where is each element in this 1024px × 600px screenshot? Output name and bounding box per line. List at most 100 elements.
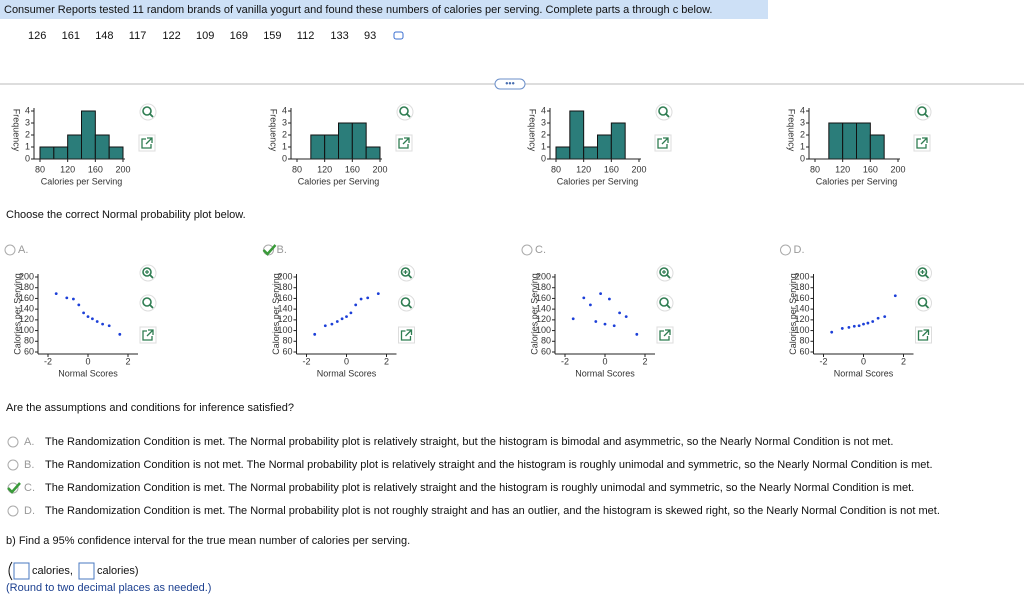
export-icon (657, 137, 669, 149)
point (118, 332, 122, 336)
y-tick-label: 140 (536, 304, 551, 314)
y-tick-label: 60 (541, 346, 551, 356)
zoom-handle (666, 274, 671, 279)
x-axis-label: Normal Scores (317, 368, 377, 378)
x-tick-label: 160 (345, 164, 360, 174)
x-tick-label: 80 (292, 164, 302, 174)
radio[interactable] (521, 244, 533, 256)
radio[interactable] (4, 244, 16, 256)
x-tick-label: -2 (561, 356, 569, 366)
unit-low: calories, (32, 565, 73, 577)
option-label: B. (277, 244, 287, 256)
expand-button[interactable] (494, 78, 526, 90)
data-value: 159 (263, 30, 281, 42)
histogram-bar (324, 134, 339, 160)
histogram-bar (856, 122, 871, 160)
x-tick-label: 200 (372, 164, 387, 174)
x-axis-label: Normal Scores (834, 368, 894, 378)
answer-text: The Randomization Condition is met. The … (45, 505, 940, 517)
y-tick-label: 3 (541, 117, 546, 127)
histogram-bar (869, 134, 885, 160)
zoom-handle (407, 274, 413, 279)
point (72, 297, 75, 301)
x-tick-label: 80 (551, 164, 561, 174)
y-tick-label: 100 (19, 325, 34, 335)
export-icon (916, 137, 928, 149)
input-high[interactable] (78, 562, 95, 580)
radio[interactable] (780, 244, 791, 256)
zoom-lens (659, 297, 669, 307)
copy-icon[interactable] (393, 31, 404, 40)
point (635, 332, 639, 336)
histogram-bar (610, 122, 626, 160)
y-tick-label: 140 (277, 304, 292, 314)
option-label: D. (794, 244, 805, 256)
y-tick-label: 80 (24, 336, 34, 346)
answer-letter: D. (24, 505, 35, 517)
point (313, 332, 317, 336)
y-tick-label: 4 (800, 105, 805, 115)
point (77, 303, 81, 307)
x-axis-label: Calories per Serving (816, 176, 898, 186)
y-tick-label: 60 (282, 346, 292, 356)
y-tick-label: 0 (282, 153, 287, 163)
y-axis-label: Calories per Serving (271, 273, 281, 355)
y-tick-label: 3 (282, 117, 287, 127)
zoom-handle (406, 113, 411, 118)
x-axis-label: Calories per Serving (557, 176, 639, 186)
radio[interactable] (7, 436, 19, 448)
zoom-lens (142, 267, 152, 277)
point (349, 311, 353, 315)
zoom-lens (399, 106, 409, 116)
histogram-bar (583, 146, 599, 160)
radio[interactable] (7, 505, 19, 517)
data-value: 161 (62, 30, 80, 42)
y-axis-label: Frequency (12, 109, 22, 152)
option-label: A. (18, 244, 28, 256)
x-tick-label: 2 (384, 356, 389, 366)
zoom-lens (142, 297, 152, 307)
highlight (0, 0, 768, 19)
input-low[interactable] (13, 562, 30, 580)
histogram-bar (365, 146, 381, 160)
y-axis-label: Frequency (528, 109, 538, 152)
x-tick-label: 120 (835, 164, 850, 174)
x-tick-label: -2 (44, 356, 52, 366)
y-tick-label: 80 (282, 336, 292, 346)
y-axis-label: Calories per Serving (12, 273, 22, 355)
point (323, 324, 327, 328)
y-tick-label: 1 (800, 141, 805, 151)
y-tick-label: 180 (794, 282, 809, 292)
export-icon (142, 329, 154, 341)
data-value: 112 (297, 30, 315, 42)
zoom-handle (924, 304, 930, 309)
point (340, 317, 344, 321)
unit-high: calories) (97, 565, 139, 577)
y-tick-label: 3 (25, 117, 30, 127)
point (82, 311, 85, 315)
point (876, 316, 880, 320)
zoom-handle (407, 304, 413, 309)
x-tick-label: 0 (602, 356, 607, 366)
answer-letter: C. (24, 482, 35, 494)
data-value: 117 (129, 30, 147, 42)
data-value: 109 (196, 30, 214, 42)
y-tick-label: 160 (794, 293, 809, 303)
y-tick-label: 1 (282, 141, 287, 151)
histogram-bar (597, 134, 612, 160)
x-tick-label: 120 (317, 164, 332, 174)
point (366, 296, 370, 300)
y-tick-label: 1 (541, 141, 546, 151)
point (866, 321, 870, 325)
point (594, 320, 598, 323)
y-axis-label: Calories per Serving (529, 273, 539, 355)
prompt: Consumer Reports tested 11 random brands… (4, 4, 712, 16)
y-tick-label: 60 (799, 346, 809, 356)
zoom-lens (917, 106, 927, 116)
point (65, 296, 69, 300)
x-tick-label: -2 (302, 356, 310, 366)
radio[interactable] (7, 459, 19, 471)
zoom-lens (142, 106, 152, 116)
point (95, 320, 99, 323)
